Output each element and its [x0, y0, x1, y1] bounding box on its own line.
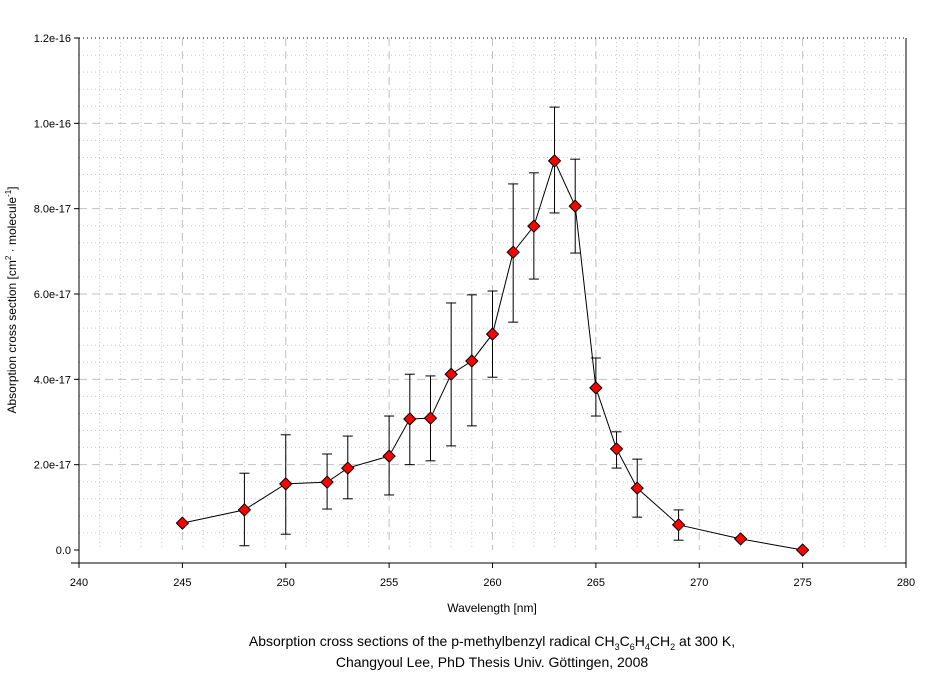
- data-point-marker: [630, 481, 644, 495]
- data-point-marker: [403, 412, 417, 426]
- data-point-marker: [423, 411, 438, 425]
- data-point-marker: [444, 367, 458, 381]
- data-point-marker: [279, 477, 293, 491]
- x-tick-label: 250: [277, 577, 295, 589]
- tick-labels: 240 245 250 255 260 265 270 275 280 0.0 2.0e-17 4.0…: [34, 33, 915, 589]
- data-point-marker: [341, 461, 355, 475]
- x-tick-label: 260: [483, 577, 501, 589]
- caption-text: CH: [650, 633, 670, 649]
- x-tick-label: 255: [380, 577, 398, 589]
- x-tick-label: 240: [70, 577, 88, 589]
- y-tick-label: 1.0e-16: [34, 118, 71, 130]
- caption-line-2: Changyoul Lee, PhD Thesis Univ. Göttinge…: [336, 654, 649, 670]
- caption-text: at 300 K,: [675, 633, 735, 649]
- data-point-marker: [568, 199, 582, 213]
- data-point-marker: [609, 442, 624, 456]
- caption-line-1: Absorption cross sections of the p-methy…: [249, 633, 735, 652]
- y-axis-label: Absorption cross section [cm2 · molecule…: [4, 186, 19, 413]
- y-tick-label: 4.0e-17: [34, 374, 71, 386]
- data-point-marker: [733, 532, 748, 546]
- caption-text: H: [635, 633, 645, 649]
- data-point-marker: [527, 219, 541, 233]
- data-points: [175, 154, 810, 557]
- subscript: 2: [670, 642, 675, 652]
- x-tick-label: 270: [690, 577, 708, 589]
- x-tick-label: 245: [173, 577, 191, 589]
- data-point-marker: [547, 154, 562, 168]
- data-point-marker: [589, 381, 603, 395]
- data-point-marker: [382, 449, 396, 463]
- caption-text: Absorption cross sections of the p-methy…: [249, 633, 615, 649]
- y-tick-label: 8.0e-17: [34, 204, 71, 216]
- data-point-marker: [485, 327, 500, 341]
- subscript: 3: [615, 642, 620, 652]
- data-point-marker: [175, 516, 190, 530]
- data-point-marker: [795, 543, 810, 557]
- x-axis-label: Wavelength [nm]: [447, 601, 537, 615]
- caption-text: C: [620, 633, 630, 649]
- subscript: 4: [645, 642, 650, 652]
- subscript: 6: [630, 642, 635, 652]
- x-tick-label: 265: [587, 577, 605, 589]
- y-tick-label: 1.2e-16: [34, 33, 71, 45]
- axes: [71, 37, 907, 568]
- y-tick-label: 6.0e-17: [34, 289, 71, 301]
- x-tick-label: 275: [793, 577, 811, 589]
- data-point-marker: [671, 518, 686, 532]
- x-tick-label: 280: [897, 577, 915, 589]
- data-point-marker: [465, 354, 479, 368]
- data-point-marker: [320, 475, 334, 489]
- data-point-marker: [506, 245, 520, 259]
- data-point-marker: [237, 503, 252, 517]
- y-tick-label: 0.0: [56, 545, 71, 557]
- y-tick-label: 2.0e-17: [34, 460, 71, 472]
